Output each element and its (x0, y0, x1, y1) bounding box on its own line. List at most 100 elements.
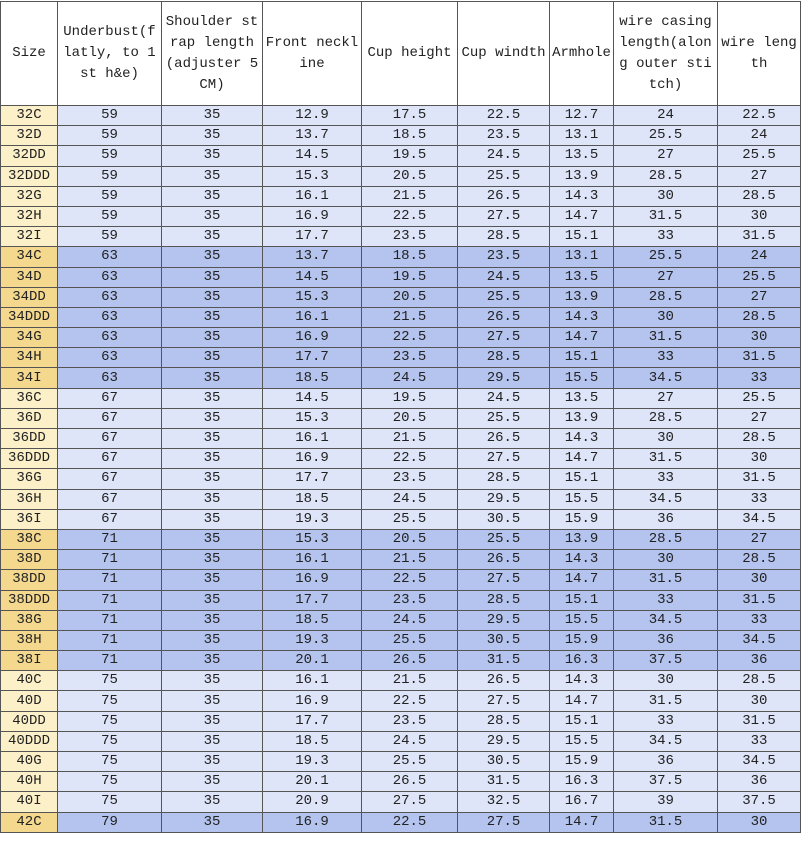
table-row: 38DDD 71 35 17.7 23.5 28.5 15.1 33 31.5 (0, 589, 801, 611)
value-cell: 16.9 (262, 205, 362, 228)
size-cell: 38D (0, 549, 58, 571)
value-cell: 13.1 (549, 246, 614, 268)
value-cell: 71 (57, 549, 162, 571)
size-cell: 34G (0, 327, 58, 349)
table-row: 38I 71 35 20.1 26.5 31.5 16.3 37.5 36 (0, 650, 801, 672)
value-cell: 22.5 (361, 811, 458, 833)
value-cell: 28.5 (613, 528, 718, 551)
value-cell: 24.5 (361, 609, 458, 631)
value-cell: 35 (161, 448, 263, 470)
size-cell: 38DD (0, 569, 58, 591)
value-cell: 35 (161, 205, 263, 228)
value-cell: 33 (613, 347, 718, 369)
value-cell: 28.5 (717, 670, 801, 692)
value-cell: 14.5 (262, 387, 362, 409)
value-cell: 16.3 (549, 650, 614, 672)
value-cell: 16.1 (262, 549, 362, 571)
value-cell: 27 (717, 286, 801, 308)
value-cell: 22.5 (361, 448, 458, 470)
value-cell: 34.5 (613, 609, 718, 631)
table-row: 34DDD 63 35 16.1 21.5 26.5 14.3 30 28.5 (0, 306, 801, 329)
value-cell: 33 (717, 367, 801, 389)
value-cell: 16.1 (262, 427, 362, 450)
value-cell: 35 (161, 306, 263, 329)
value-cell: 30 (717, 327, 801, 349)
value-cell: 15.3 (262, 165, 362, 187)
table-row: 38G 71 35 18.5 24.5 29.5 15.5 34.5 33 (0, 609, 801, 631)
value-cell: 16.9 (262, 569, 362, 591)
value-cell: 28.5 (717, 549, 801, 571)
table-row: 36C 67 35 14.5 19.5 24.5 13.5 27 25.5 (0, 387, 801, 409)
value-cell: 35 (161, 468, 263, 490)
value-cell: 25.5 (717, 387, 801, 409)
value-cell: 35 (161, 589, 263, 611)
value-cell: 31.5 (613, 811, 718, 833)
value-cell: 23.5 (361, 589, 458, 611)
value-cell: 22.5 (361, 690, 458, 712)
value-cell: 21.5 (361, 427, 458, 450)
value-cell: 20.1 (262, 771, 362, 793)
value-cell: 15.3 (262, 286, 362, 308)
value-cell: 24.5 (361, 730, 458, 753)
value-cell: 63 (57, 306, 162, 329)
value-cell: 24.5 (361, 488, 458, 510)
value-cell: 31.5 (613, 690, 718, 712)
value-cell: 18.5 (262, 730, 362, 753)
value-cell: 59 (57, 185, 162, 207)
header-cell: Shoulder strap length(adjuster 5CM) (161, 1, 263, 106)
value-cell: 26.5 (457, 549, 550, 571)
value-cell: 13.1 (549, 125, 614, 147)
value-cell: 24 (613, 104, 718, 127)
value-cell: 25.5 (361, 750, 458, 773)
table-row: 34G 63 35 16.9 22.5 27.5 14.7 31.5 30 (0, 327, 801, 349)
size-cell: 36DD (0, 427, 58, 450)
table-row: 36D 67 35 15.3 20.5 25.5 13.9 28.5 27 (0, 407, 801, 430)
value-cell: 27 (717, 528, 801, 551)
value-cell: 30 (717, 569, 801, 591)
value-cell: 25.5 (717, 266, 801, 288)
value-cell: 25.5 (361, 508, 458, 530)
value-cell: 36 (613, 750, 718, 773)
size-cell: 38I (0, 650, 58, 672)
value-cell: 19.5 (361, 145, 458, 167)
header-cell: Cup height (361, 1, 458, 106)
value-cell: 35 (161, 650, 263, 672)
table-body: 32C 59 35 12.9 17.5 22.5 12.7 24 22.5 32D 59 35 13.7… (0, 104, 801, 833)
size-cell: 32DD (0, 145, 58, 167)
value-cell: 36 (613, 508, 718, 530)
table-row: 40C 75 35 16.1 21.5 26.5 14.3 30 28.5 (0, 670, 801, 692)
value-cell: 31.5 (717, 468, 801, 490)
size-cell: 36I (0, 508, 58, 530)
size-cell: 38G (0, 609, 58, 631)
value-cell: 67 (57, 387, 162, 409)
value-cell: 31.5 (457, 650, 550, 672)
value-cell: 14.3 (549, 185, 614, 207)
value-cell: 22.5 (361, 569, 458, 591)
value-cell: 18.5 (361, 125, 458, 147)
value-cell: 16.3 (549, 771, 614, 793)
value-cell: 63 (57, 286, 162, 308)
value-cell: 23.5 (361, 226, 458, 248)
value-cell: 14.7 (549, 690, 614, 712)
value-cell: 26.5 (361, 771, 458, 793)
table-row: 36I 67 35 19.3 25.5 30.5 15.9 36 34.5 (0, 508, 801, 530)
value-cell: 35 (161, 811, 263, 833)
value-cell: 19.3 (262, 508, 362, 530)
value-cell: 13.9 (549, 528, 614, 551)
value-cell: 59 (57, 104, 162, 127)
value-cell: 26.5 (361, 650, 458, 672)
value-cell: 24.5 (457, 387, 550, 409)
size-cell: 32G (0, 185, 58, 207)
header-cell: Armhole (549, 1, 614, 106)
value-cell: 32.5 (457, 791, 550, 813)
value-cell: 35 (161, 266, 263, 288)
value-cell: 31.5 (457, 771, 550, 793)
value-cell: 25.5 (613, 125, 718, 147)
value-cell: 22.5 (457, 104, 550, 127)
table-row: 36DD 67 35 16.1 21.5 26.5 14.3 30 28.5 (0, 427, 801, 450)
value-cell: 21.5 (361, 185, 458, 207)
value-cell: 14.7 (549, 327, 614, 349)
value-cell: 35 (161, 528, 263, 551)
value-cell: 59 (57, 165, 162, 187)
value-cell: 15.9 (549, 629, 614, 652)
